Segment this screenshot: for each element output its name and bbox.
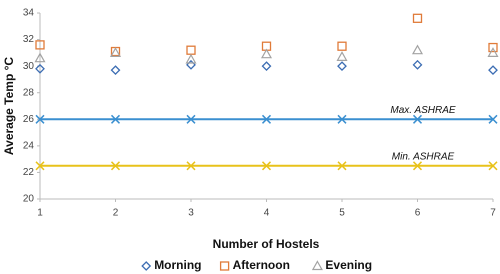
y-tick-label: 32 <box>23 34 35 45</box>
data-point <box>337 61 347 72</box>
legend-marker <box>311 260 323 271</box>
data-point <box>110 161 121 171</box>
y-tick-label: 22 <box>23 167 35 178</box>
series-label: Max. ASHRAE <box>390 105 456 116</box>
x-tick-label: 2 <box>113 208 119 219</box>
legend-label: Evening <box>325 258 372 272</box>
data-point <box>109 47 122 57</box>
y-tick-label: 34 <box>23 8 35 19</box>
legend-marker <box>141 261 152 271</box>
data-point <box>186 59 196 70</box>
data-point <box>110 65 121 76</box>
data-point <box>487 47 499 57</box>
legend-label: Afternoon <box>233 258 290 272</box>
x-tick-label: 7 <box>490 208 496 219</box>
data-point <box>337 41 347 51</box>
y-tick-label: 26 <box>23 114 35 125</box>
data-point <box>35 40 45 50</box>
data-point <box>488 42 498 53</box>
data-point <box>337 161 347 171</box>
x-tick-label: 3 <box>188 208 194 219</box>
legend-label: Morning <box>154 258 201 272</box>
data-point <box>260 48 273 59</box>
data-point <box>488 65 498 76</box>
data-point <box>186 45 196 55</box>
data-point <box>261 61 272 72</box>
x-tick-label: 1 <box>37 208 43 219</box>
data-point <box>488 114 498 124</box>
x-axis-title: Number of Hostels <box>213 237 320 251</box>
y-tick-label: 30 <box>23 61 35 72</box>
data-point <box>336 51 348 61</box>
series-label: Min. ASHRAE <box>392 151 455 162</box>
data-point <box>412 59 423 70</box>
data-point <box>35 114 45 124</box>
y-tick-label: 20 <box>23 194 35 205</box>
data-point <box>337 114 347 124</box>
x-tick-label: 6 <box>415 208 421 219</box>
data-point <box>261 114 272 124</box>
legend-marker <box>219 261 230 271</box>
data-point <box>110 114 121 124</box>
data-point <box>35 161 45 171</box>
data-point <box>35 63 45 74</box>
y-tick-label: 28 <box>23 87 35 98</box>
data-point <box>185 53 197 64</box>
x-tick-label: 5 <box>339 208 345 219</box>
y-axis-title: Average Temp °C <box>2 57 16 155</box>
data-point <box>412 161 423 171</box>
x-tick-label: 4 <box>264 208 270 219</box>
y-tick-label: 24 <box>23 140 35 151</box>
data-point <box>488 161 498 171</box>
data-point <box>411 44 424 55</box>
data-point <box>412 114 423 124</box>
data-point <box>34 52 46 63</box>
data-point <box>186 161 196 171</box>
data-point <box>186 114 196 124</box>
data-point <box>261 161 272 171</box>
data-point <box>412 13 423 23</box>
